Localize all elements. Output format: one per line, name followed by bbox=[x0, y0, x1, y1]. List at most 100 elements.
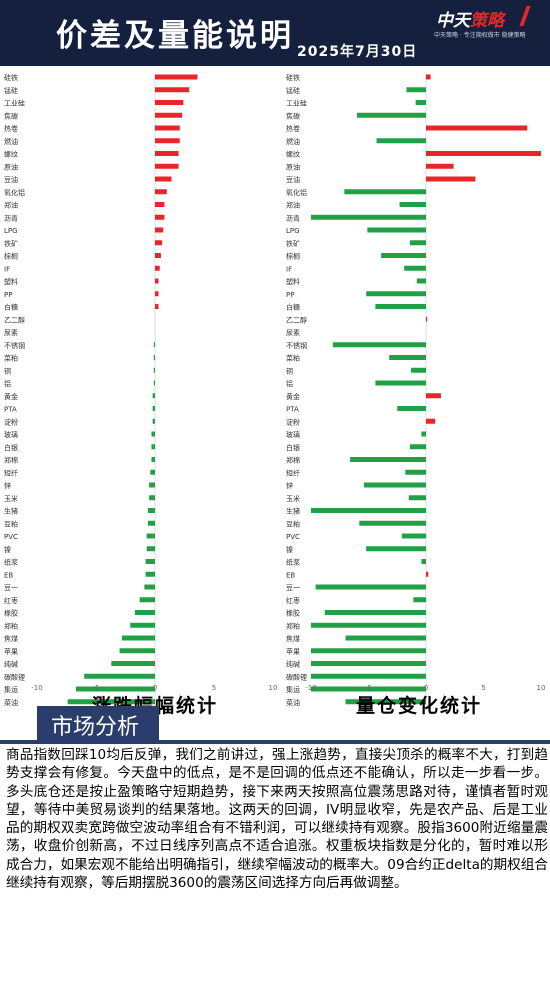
right-bar bbox=[345, 635, 426, 641]
left-bar bbox=[155, 189, 167, 195]
left-category-label: 苹果 bbox=[4, 647, 18, 656]
left-x-tick-label: -5 bbox=[93, 684, 100, 692]
right-bar bbox=[311, 673, 426, 679]
left-category-label: 铜 bbox=[4, 366, 11, 375]
right-category-label: 锰硅 bbox=[286, 86, 300, 95]
right-category-label: 热卷 bbox=[286, 124, 300, 133]
left-category-label: 焦煤 bbox=[4, 634, 18, 643]
left-bar bbox=[155, 304, 159, 309]
left-category-label: 短纤 bbox=[4, 468, 18, 477]
right-category-label: 集运 bbox=[286, 685, 300, 694]
left-category-label: PVC bbox=[4, 533, 18, 541]
right-category-label: EB bbox=[286, 571, 295, 579]
left-bar bbox=[155, 265, 160, 271]
logo-text: 中天策略 bbox=[436, 6, 504, 31]
left-category-label: 玉米 bbox=[4, 494, 18, 503]
left-bar bbox=[155, 291, 159, 297]
right-category-label: 纸浆 bbox=[286, 558, 300, 567]
right-bar bbox=[413, 597, 426, 603]
right-category-label: 黄金 bbox=[286, 392, 300, 401]
left-category-label: 生猪 bbox=[4, 507, 18, 516]
left-category-label: 菜油 bbox=[4, 698, 18, 706]
section-title: 市场分析 bbox=[51, 715, 140, 740]
right-category-label: 郑粕 bbox=[286, 621, 300, 630]
left-bar bbox=[155, 240, 163, 246]
right-category-label: 短纤 bbox=[286, 468, 300, 477]
right-bar bbox=[406, 87, 426, 93]
right-category-label: 白糖 bbox=[286, 303, 300, 312]
left-category-label: 铝 bbox=[4, 379, 11, 388]
left-category-label: LPG bbox=[4, 227, 18, 235]
left-category-label: 硅铁 bbox=[4, 73, 18, 82]
right-bar bbox=[375, 304, 426, 309]
logo-subtitle: 中天策略 · 专注期权做市 稳健策略 bbox=[434, 32, 526, 39]
left-category-label: 尿素 bbox=[4, 328, 18, 337]
right-category-label: 郑油 bbox=[286, 201, 300, 210]
left-category-label: IF bbox=[4, 265, 10, 273]
right-bar bbox=[350, 457, 426, 462]
right-category-label: 氧化铝 bbox=[286, 188, 307, 197]
left-bar bbox=[155, 202, 165, 207]
left-bar bbox=[155, 176, 172, 182]
logo-text-b: 策略 bbox=[470, 11, 504, 31]
left-category-label: 白银 bbox=[4, 443, 18, 452]
right-bar bbox=[345, 699, 426, 705]
left-x-tick-label: 5 bbox=[212, 684, 216, 692]
left-bar bbox=[150, 469, 155, 475]
left-category-label: 郑棉 bbox=[4, 456, 18, 465]
right-category-label: 白银 bbox=[286, 443, 300, 452]
section-tab bbox=[37, 706, 159, 740]
left-bar bbox=[155, 227, 164, 233]
right-bar bbox=[415, 100, 426, 105]
right-category-label: 玉米 bbox=[286, 494, 300, 503]
left-bar bbox=[151, 457, 155, 462]
left-category-label: 沥青 bbox=[4, 213, 18, 222]
right-bar bbox=[315, 584, 426, 590]
left-x-tick-label: 0 bbox=[153, 684, 157, 692]
right-x-tick-label: -10 bbox=[305, 684, 316, 692]
left-category-label: 焦碳 bbox=[4, 111, 18, 120]
right-category-label: 铝 bbox=[286, 379, 293, 388]
left-category-label: 工业硅 bbox=[4, 99, 25, 108]
right-category-label: 燃油 bbox=[286, 137, 300, 146]
right-bar bbox=[426, 393, 441, 399]
left-x-tick-label: -10 bbox=[31, 684, 42, 692]
right-bar bbox=[389, 355, 426, 360]
right-bar bbox=[426, 74, 431, 80]
left-category-label: 碳酸锂 bbox=[4, 672, 25, 681]
right-bar bbox=[426, 151, 541, 156]
left-category-label: 玻璃 bbox=[4, 430, 18, 439]
right-bar bbox=[344, 189, 426, 195]
left-category-label: 锰硅 bbox=[4, 86, 18, 95]
right-bar bbox=[399, 202, 426, 207]
left-category-label: 燃油 bbox=[4, 137, 18, 146]
right-category-label: 沥青 bbox=[286, 213, 300, 222]
left-category-label: 豆粕 bbox=[4, 519, 18, 528]
left-bar bbox=[155, 151, 179, 156]
right-bar bbox=[426, 176, 476, 182]
right-bar bbox=[311, 622, 426, 628]
left-category-label: 螺纹 bbox=[4, 150, 18, 159]
right-bar bbox=[366, 546, 426, 552]
left-bar bbox=[134, 610, 155, 615]
right-bar bbox=[311, 661, 426, 666]
right-x-tick-label: 5 bbox=[481, 684, 485, 692]
left-category-label: 铁矿 bbox=[4, 239, 18, 248]
right-category-label: PVC bbox=[286, 533, 300, 541]
right-bar bbox=[408, 495, 426, 501]
right-category-label: LPG bbox=[286, 227, 300, 235]
left-bar bbox=[149, 482, 155, 488]
page-title: 价差及量能说明 bbox=[56, 18, 294, 54]
right-category-label: 焦煤 bbox=[286, 634, 300, 643]
analysis-text: 商品指数回踩10均后反弹，我们之前讲过，强上涨趋势，直接尖顶杀的概率不大，打到趋… bbox=[6, 747, 548, 892]
left-bar bbox=[152, 418, 155, 424]
left-category-label: 镍 bbox=[4, 545, 11, 554]
left-bar bbox=[153, 342, 155, 348]
left-bar bbox=[147, 520, 155, 526]
left-bar bbox=[155, 214, 165, 220]
right-bar bbox=[363, 482, 426, 488]
left-bar bbox=[151, 444, 155, 450]
left-bar bbox=[84, 673, 155, 679]
left-bar bbox=[153, 380, 155, 386]
